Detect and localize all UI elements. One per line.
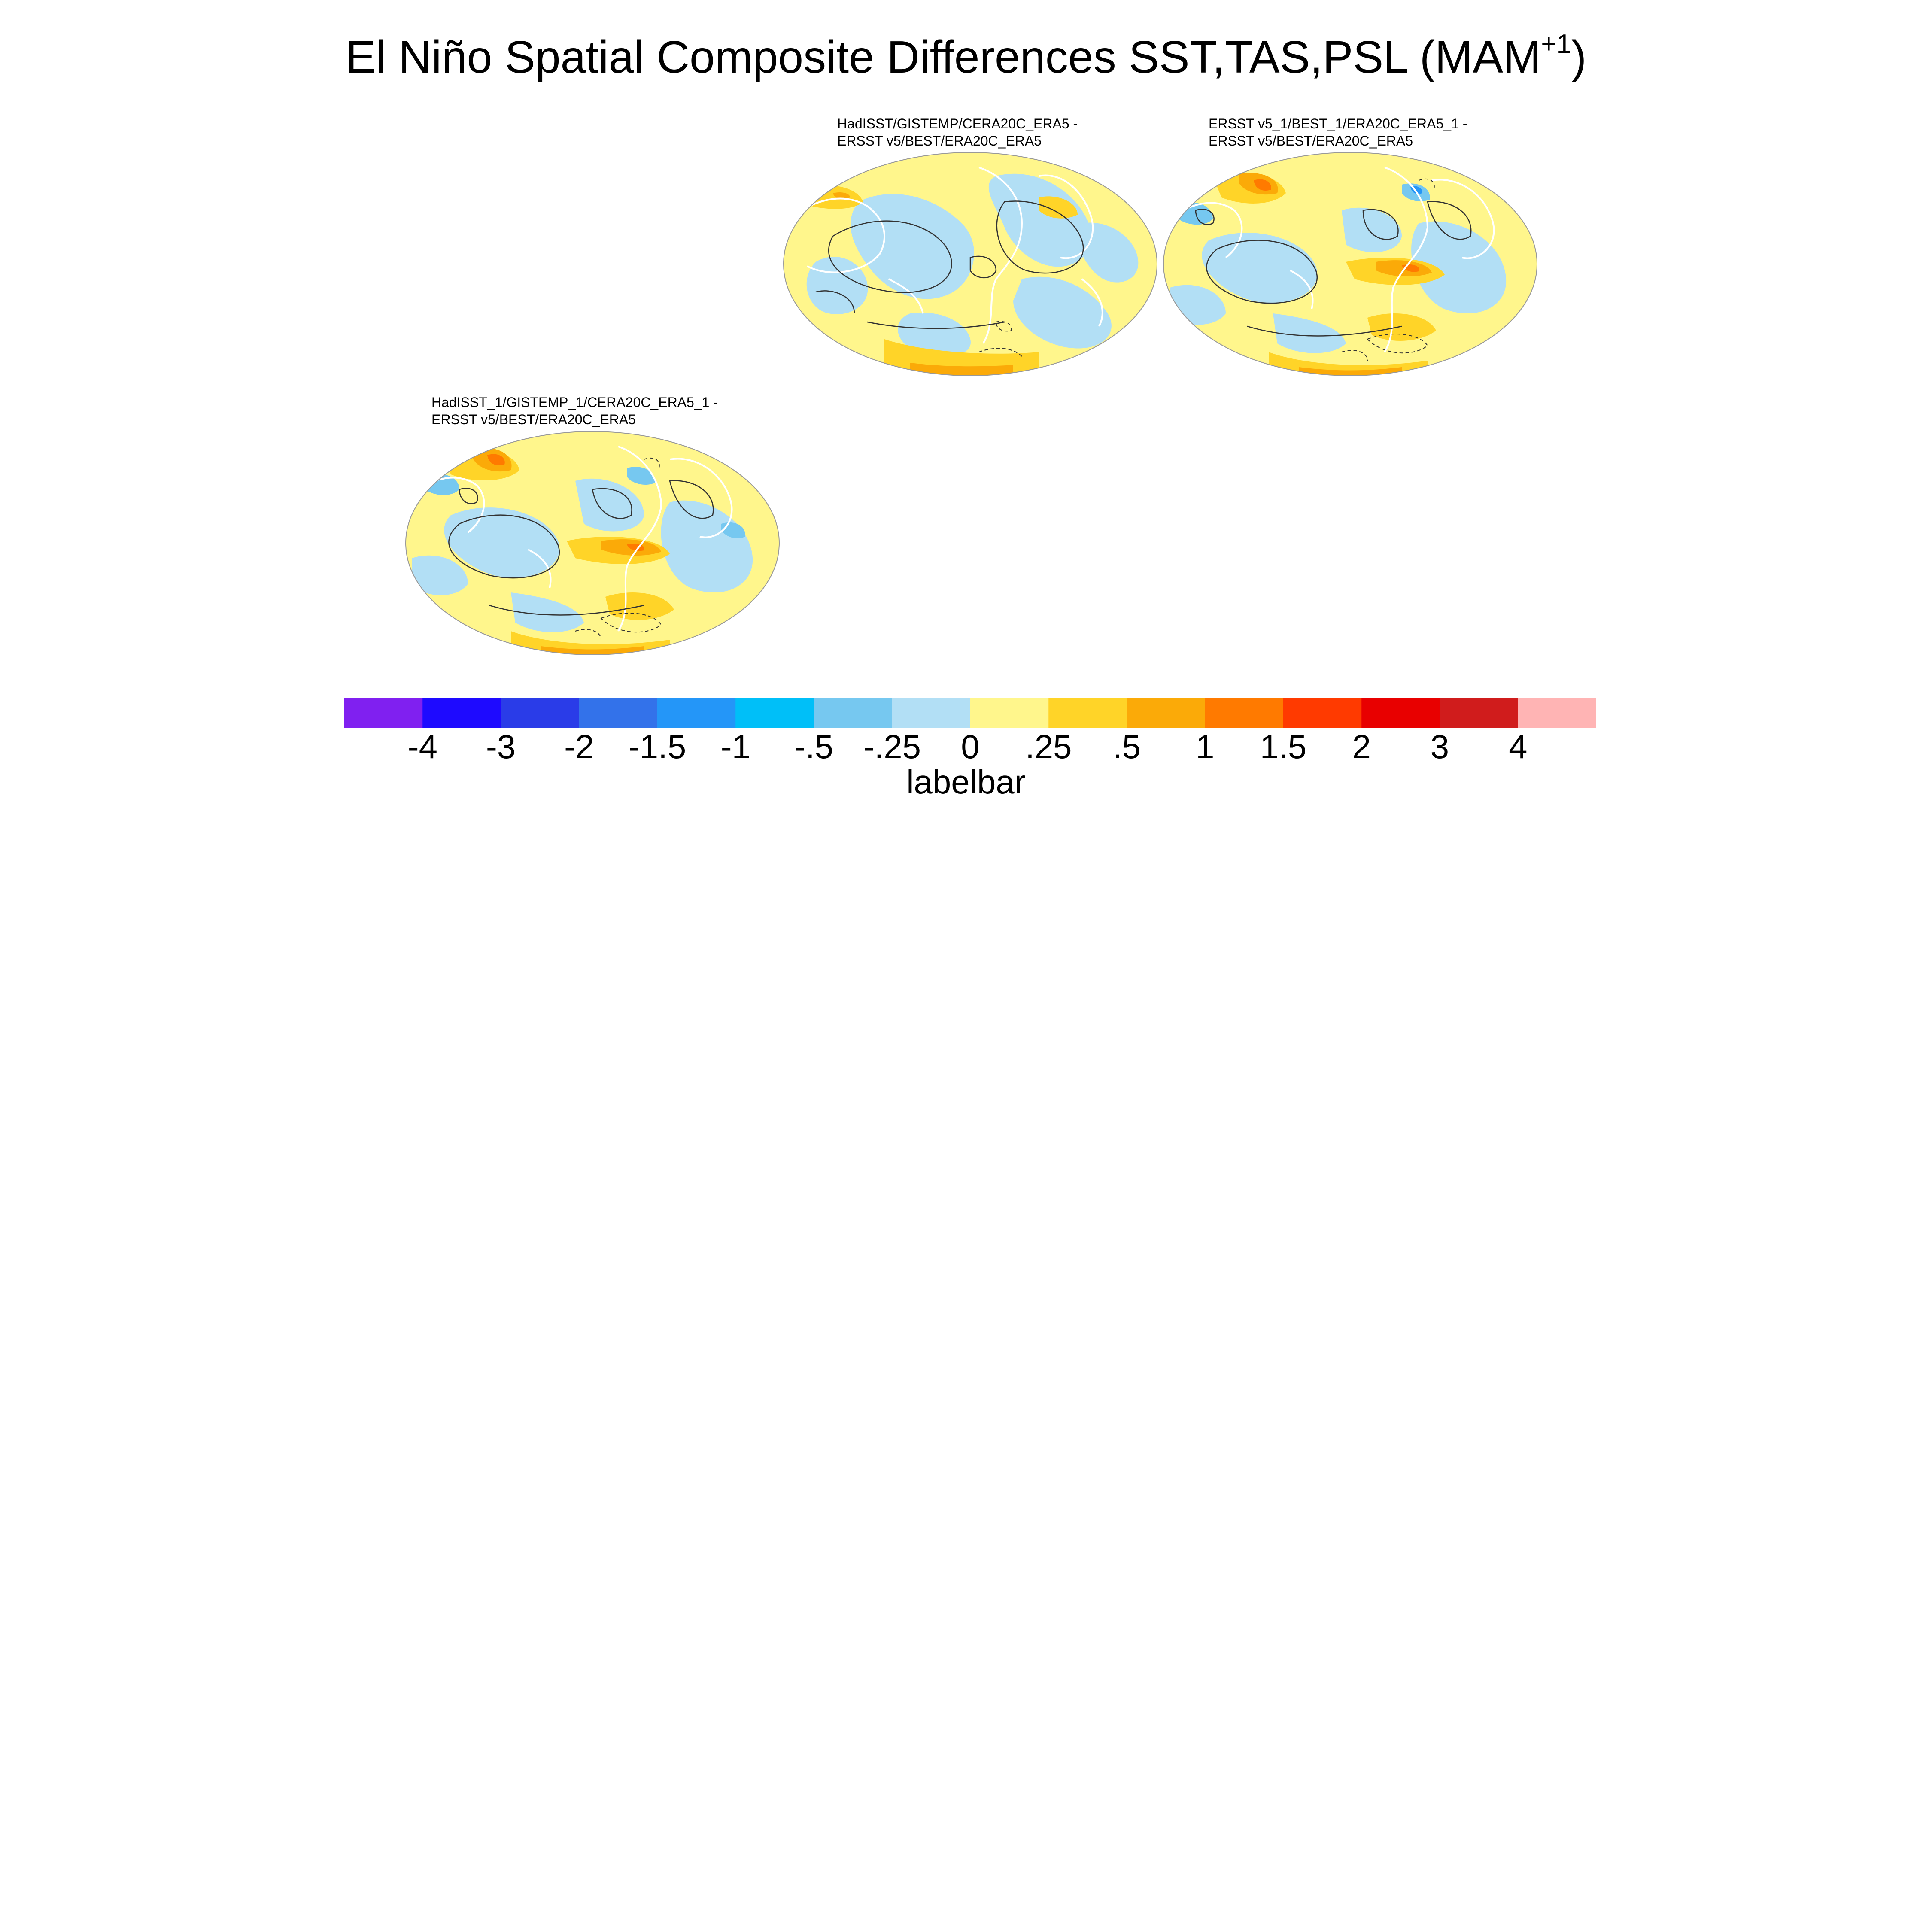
labelbar-tick-label: -2 (564, 728, 594, 766)
labelbar-swatch (814, 698, 893, 728)
labelbar-tick-label: -.25 (863, 728, 921, 766)
labelbar-swatch (1127, 698, 1206, 728)
labelbar-swatch (1283, 698, 1362, 728)
labelbar-tick-label: 2 (1352, 728, 1371, 766)
labelbar-tick-label: 1 (1196, 728, 1215, 766)
labelbar-tick-label: -4 (407, 728, 437, 766)
panel-1-cool-regions (806, 173, 1139, 356)
panel-1-dashed-contours (978, 321, 1022, 357)
panel-1-title-line2: ERSST v5/BEST/ERA20C_ERA5 (837, 133, 1042, 149)
main-title: El Niño Spatial Composite Differences SS… (0, 30, 1932, 85)
title-superscript: +1 (1541, 29, 1571, 59)
panel-3-title-line1: HadISST_1/GISTEMP_1/CERA20C_ERA5_1 - (431, 395, 718, 410)
labelbar-tick-label: 3 (1430, 728, 1449, 766)
title-text: El Niño Spatial Composite Differences SS… (345, 32, 1541, 82)
labelbar-swatch (579, 698, 658, 728)
labelbar-swatch (1440, 698, 1519, 728)
labelbar-tick-label: -3 (486, 728, 516, 766)
labelbar-title: labelbar (906, 763, 1026, 801)
labelbar-swatch (344, 698, 423, 728)
panel-2-contours (1195, 201, 1472, 337)
title-suffix: ) (1571, 32, 1587, 82)
labelbar-tick-label: 1.5 (1260, 728, 1307, 766)
panel-1-title: HadISST/GISTEMP/CERA20C_ERA5 - ERSST v5/… (837, 115, 1078, 149)
panel-2-dashed-contours (1341, 178, 1435, 361)
labelbar-swatch (892, 698, 971, 728)
labelbar-swatch (501, 698, 580, 728)
panel-1-map (783, 152, 1157, 376)
panel-3-contours (448, 480, 714, 616)
labelbar-tick-label: -.5 (794, 728, 834, 766)
panel-3-dashed-contours (575, 457, 662, 640)
panel-2-map (1163, 152, 1537, 376)
labelbar-tick-label: .5 (1112, 728, 1141, 766)
panel-1-coastlines (793, 167, 1103, 344)
labelbar-swatches (344, 698, 1596, 728)
panel-3-title-line2: ERSST v5/BEST/ERA20C_ERA5 (431, 412, 636, 427)
panel-2-title-line1: ERSST v5_1/BEST_1/ERA20C_ERA5_1 - (1209, 116, 1467, 131)
panel-3-border (405, 431, 780, 655)
panel-1-border (783, 152, 1157, 376)
labelbar-swatch (1361, 698, 1440, 728)
labelbar-tick-label: -1.5 (628, 728, 687, 766)
labelbar-tick-label: 4 (1509, 728, 1528, 766)
labelbar-swatch (970, 698, 1049, 728)
panel-1-title-line1: HadISST/GISTEMP/CERA20C_ERA5 - (837, 116, 1078, 131)
labelbar-swatch (735, 698, 814, 728)
labelbar-tick-label: -1 (720, 728, 750, 766)
panel-3-title: HadISST_1/GISTEMP_1/CERA20C_ERA5_1 - ERS… (431, 394, 718, 428)
panel-2-title-line2: ERSST v5/BEST/ERA20C_ERA5 (1209, 133, 1413, 149)
labelbar (344, 698, 1596, 728)
labelbar-tick-label: .25 (1025, 728, 1072, 766)
panel-2-title: ERSST v5_1/BEST_1/ERA20C_ERA5_1 - ERSST … (1209, 115, 1467, 149)
panel-2-cool-regions (1170, 207, 1507, 353)
labelbar-swatch (1048, 698, 1127, 728)
labelbar-swatch (657, 698, 736, 728)
labelbar-swatch (1205, 698, 1284, 728)
labelbar-swatch (1518, 698, 1596, 728)
labelbar-swatch (422, 698, 501, 728)
panel-2-border (1163, 152, 1537, 376)
labelbar-tick-label: 0 (961, 728, 980, 766)
panel-1-contours (815, 200, 1084, 329)
panel-3-map (405, 431, 780, 655)
